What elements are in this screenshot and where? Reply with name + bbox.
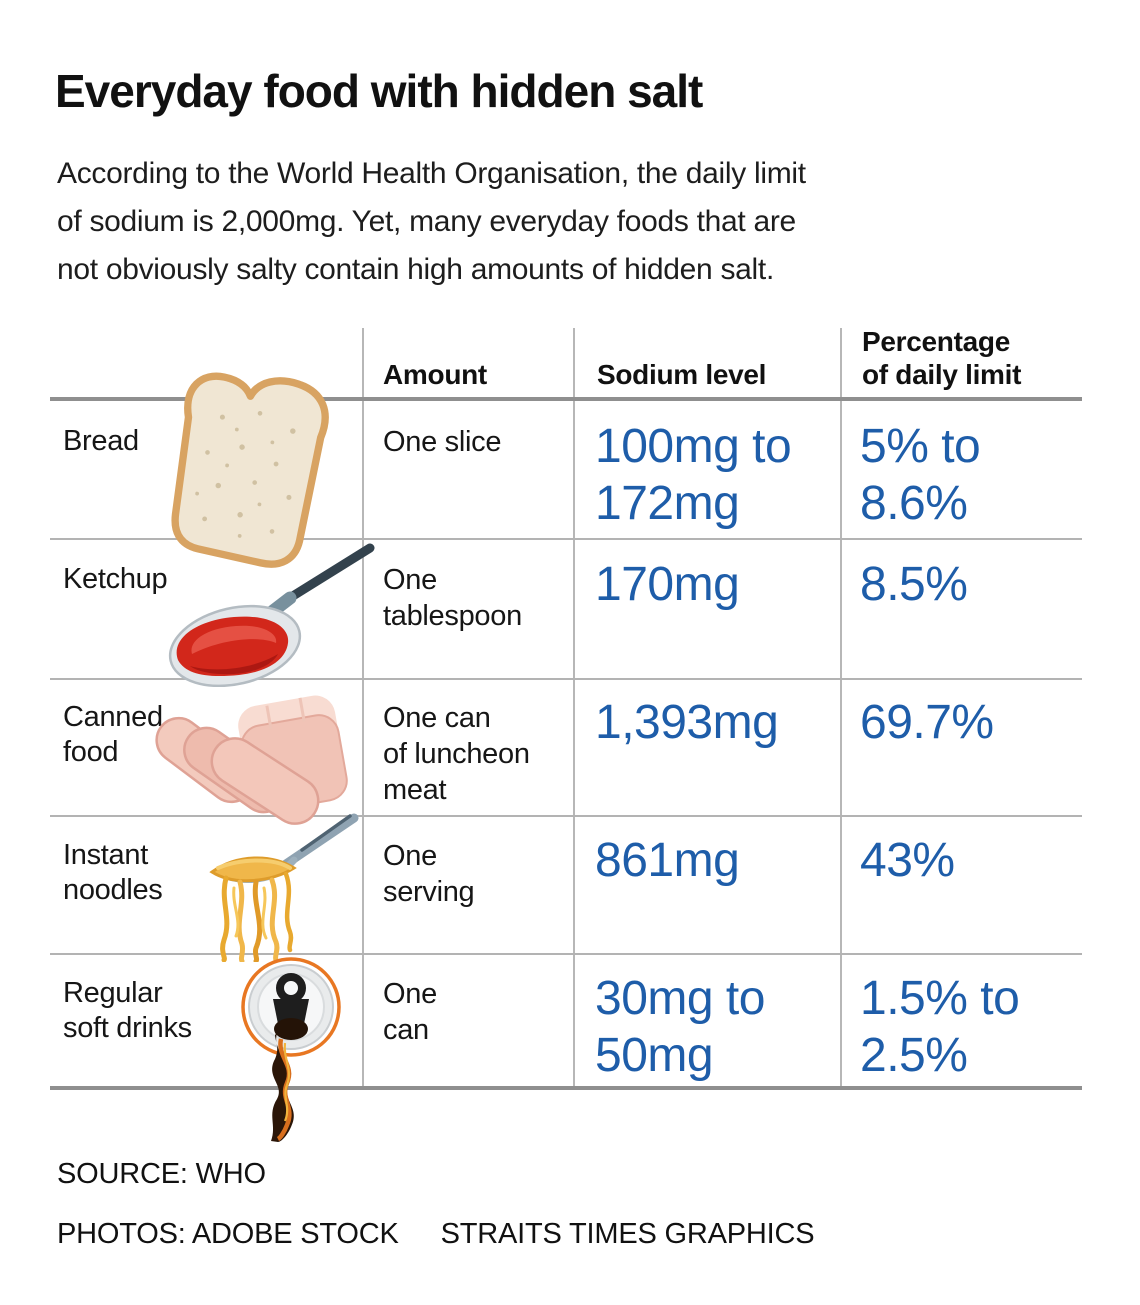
column-divider (840, 328, 842, 1088)
column-divider (362, 328, 364, 1088)
food-label-soft-drinks: Regular soft drinks (63, 977, 192, 1044)
percent-soft-drinks: 1.5% to 2.5% (860, 972, 1020, 1082)
ketchup-spoon-icon (168, 543, 375, 687)
row-divider (50, 538, 1082, 540)
header-rule (50, 397, 1082, 401)
sodium-soft-drinks: 30mg to 50mg (595, 972, 765, 1082)
percent-instant-noodles: 43% (860, 834, 955, 887)
sodium-bread: 100mg to 172mg (595, 420, 792, 530)
luncheon-meat-icon (155, 695, 348, 825)
table-bottom-rule (50, 1086, 1082, 1090)
percent-bread: 5% to 8.6% (860, 420, 981, 530)
amount-canned-food: One can of luncheon meat (383, 702, 530, 806)
amount-instant-noodles: One serving (383, 840, 475, 908)
row-divider (50, 815, 1082, 817)
source-credit: SOURCE: WHO (57, 1158, 266, 1190)
graphics-credit: STRAITS TIMES GRAPHICS (440, 1218, 815, 1250)
photo-credit-line: PHOTOS: ADOBE STOCK STRAITS TIMES GRAPHIC… (57, 1218, 815, 1251)
soda-can-icon (241, 957, 341, 1142)
row-divider (50, 678, 1082, 680)
photo-credit: PHOTOS: ADOBE STOCK (57, 1218, 399, 1250)
food-label-ketchup: Ketchup (63, 563, 168, 595)
bread-slice-icon (171, 372, 329, 568)
row-divider (50, 953, 1082, 955)
column-header-percentage: Percentage of daily limit (862, 326, 1022, 390)
sodium-canned-food: 1,393mg (595, 696, 779, 749)
food-label-instant-noodles: Instant noodles (63, 839, 163, 906)
amount-soft-drinks: One can (383, 978, 437, 1046)
amount-bread: One slice (383, 426, 502, 458)
food-label-bread: Bread (63, 425, 139, 457)
column-header-amount: Amount (383, 359, 487, 390)
page-title: Everyday food with hidden salt (55, 65, 703, 117)
noodles-fork-icon (209, 813, 359, 962)
column-header-sodium-level: Sodium level (597, 359, 767, 390)
intro-paragraph: According to the World Health Organisati… (57, 157, 806, 286)
sodium-ketchup: 170mg (595, 558, 740, 611)
food-label-canned-food: Canned food (63, 701, 163, 768)
percent-canned-food: 69.7% (860, 696, 994, 749)
percent-ketchup: 8.5% (860, 558, 968, 611)
column-divider (573, 328, 575, 1088)
sodium-instant-noodles: 861mg (595, 834, 740, 887)
amount-ketchup: One tablespoon (383, 564, 522, 632)
